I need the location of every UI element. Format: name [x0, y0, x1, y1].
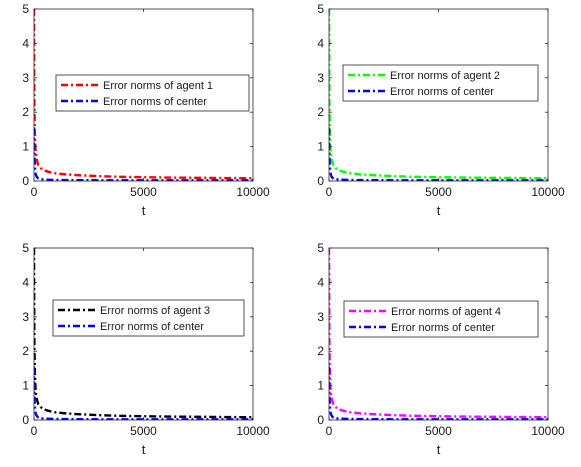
x-axis-label: t — [437, 203, 441, 218]
series-group — [34, 9, 253, 181]
legend: Error norms of agent 2 Error norms of cen… — [342, 64, 539, 102]
y-tick-label: 0 — [317, 413, 324, 427]
legend-box — [342, 64, 539, 102]
series-line-center — [329, 366, 548, 420]
y-tick-label: 1 — [317, 140, 324, 154]
y-tick-label: 3 — [317, 71, 324, 85]
legend-label: Error norms of agent 3 — [100, 305, 210, 317]
x-axis-label: t — [142, 442, 146, 457]
x-tick-label: 10000 — [531, 424, 565, 438]
series-line-center — [34, 127, 253, 181]
legend-label: Error norms of center — [103, 96, 207, 108]
x-axis-label: t — [437, 442, 441, 457]
x-tick-label: 5000 — [425, 424, 452, 438]
legend-label: Error norms of center — [391, 322, 495, 334]
legend-label: Error norms of agent 1 — [103, 80, 213, 92]
y-tick-label: 4 — [317, 36, 324, 50]
series-line-center — [34, 366, 253, 420]
y-tick-label: 1 — [317, 379, 324, 393]
x-tick-label: 10000 — [236, 424, 270, 438]
y-tick-label: 2 — [22, 344, 29, 358]
x-axis-label: t — [142, 203, 146, 218]
legend-label: Error norms of center — [390, 86, 494, 98]
x-tick-label: 5000 — [130, 185, 157, 199]
legend: Error norms of agent 1 Error norms of cen… — [55, 74, 250, 112]
x-tick-label: 0 — [326, 185, 333, 199]
y-tick-label: 5 — [317, 2, 324, 16]
legend-label: Error norms of agent 4 — [391, 306, 501, 318]
x-tick-label: 5000 — [425, 185, 452, 199]
y-tick-label: 1 — [22, 379, 29, 393]
y-tick-label: 3 — [22, 71, 29, 85]
y-tick-label: 3 — [317, 310, 324, 324]
x-tick-label: 0 — [31, 424, 38, 438]
series-group — [34, 248, 253, 420]
y-tick-label: 3 — [22, 310, 29, 324]
y-tick-label: 2 — [317, 344, 324, 358]
series-line-center — [329, 127, 548, 181]
legend-label: Error norms of center — [100, 321, 204, 333]
legend-box — [343, 300, 539, 338]
x-tick-label: 0 — [31, 185, 38, 199]
y-tick-label: 5 — [317, 241, 324, 255]
y-tick-label: 4 — [22, 275, 29, 289]
y-tick-label: 0 — [22, 413, 29, 427]
series-group — [329, 9, 548, 181]
legend: Error norms of agent 3 Error norms of cen… — [52, 299, 245, 337]
legend-box — [52, 299, 245, 337]
y-tick-label: 0 — [22, 174, 29, 188]
x-tick-label: 5000 — [130, 424, 157, 438]
y-tick-label: 2 — [317, 105, 324, 119]
legend-label: Error norms of agent 2 — [390, 70, 500, 82]
y-tick-label: 0 — [317, 174, 324, 188]
y-tick-label: 2 — [22, 105, 29, 119]
y-tick-label: 1 — [22, 140, 29, 154]
series-group — [329, 248, 548, 420]
y-tick-label: 5 — [22, 2, 29, 16]
x-tick-label: 0 — [326, 424, 333, 438]
legend: Error norms of agent 4 Error norms of cen… — [343, 300, 539, 338]
y-tick-label: 4 — [22, 36, 29, 50]
x-tick-label: 10000 — [236, 185, 270, 199]
x-tick-label: 10000 — [531, 185, 565, 199]
legend-box — [55, 74, 250, 112]
y-tick-label: 4 — [317, 275, 324, 289]
y-tick-label: 5 — [22, 241, 29, 255]
